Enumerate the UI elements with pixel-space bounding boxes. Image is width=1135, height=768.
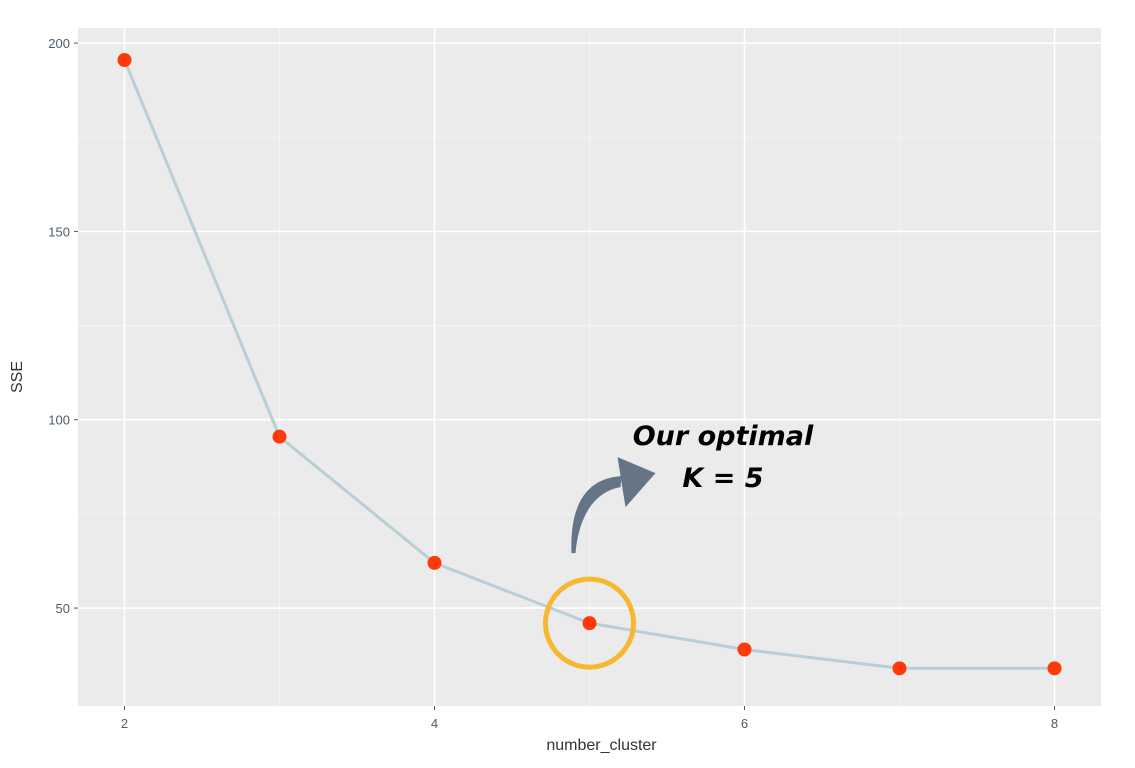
arrow-shaft bbox=[571, 476, 622, 554]
curved-arrow-icon bbox=[571, 457, 656, 554]
x-axis-ticks: 2 4 6 8 bbox=[121, 706, 1058, 731]
arrow-head bbox=[617, 457, 656, 508]
y-tick-label: 200 bbox=[48, 36, 70, 51]
y-tick-label: 150 bbox=[48, 224, 70, 239]
data-point bbox=[272, 429, 287, 444]
x-tick-label: 6 bbox=[741, 716, 748, 731]
data-point bbox=[1047, 661, 1062, 676]
major-gridlines bbox=[78, 28, 1101, 706]
data-point bbox=[582, 616, 597, 631]
annotation-line-1: Our optimal bbox=[633, 421, 814, 452]
data-point bbox=[427, 555, 442, 570]
y-axis-title: SSE bbox=[9, 361, 26, 393]
minor-gridlines bbox=[78, 28, 1101, 706]
optimal-k-highlight-circle bbox=[543, 576, 636, 670]
x-tick-label: 2 bbox=[121, 716, 128, 731]
sse-points bbox=[117, 53, 1062, 676]
data-point bbox=[117, 53, 132, 68]
annotation-line-2: K = 5 bbox=[682, 463, 763, 494]
y-tick-label: 50 bbox=[56, 601, 70, 616]
x-axis-title: number_cluster bbox=[546, 737, 657, 754]
y-axis-ticks: 50 100 150 200 bbox=[48, 36, 78, 616]
x-tick-label: 4 bbox=[431, 716, 438, 731]
x-tick-label: 8 bbox=[1051, 716, 1058, 731]
data-point bbox=[737, 642, 752, 657]
data-point bbox=[892, 661, 907, 676]
y-tick-label: 100 bbox=[48, 413, 70, 428]
